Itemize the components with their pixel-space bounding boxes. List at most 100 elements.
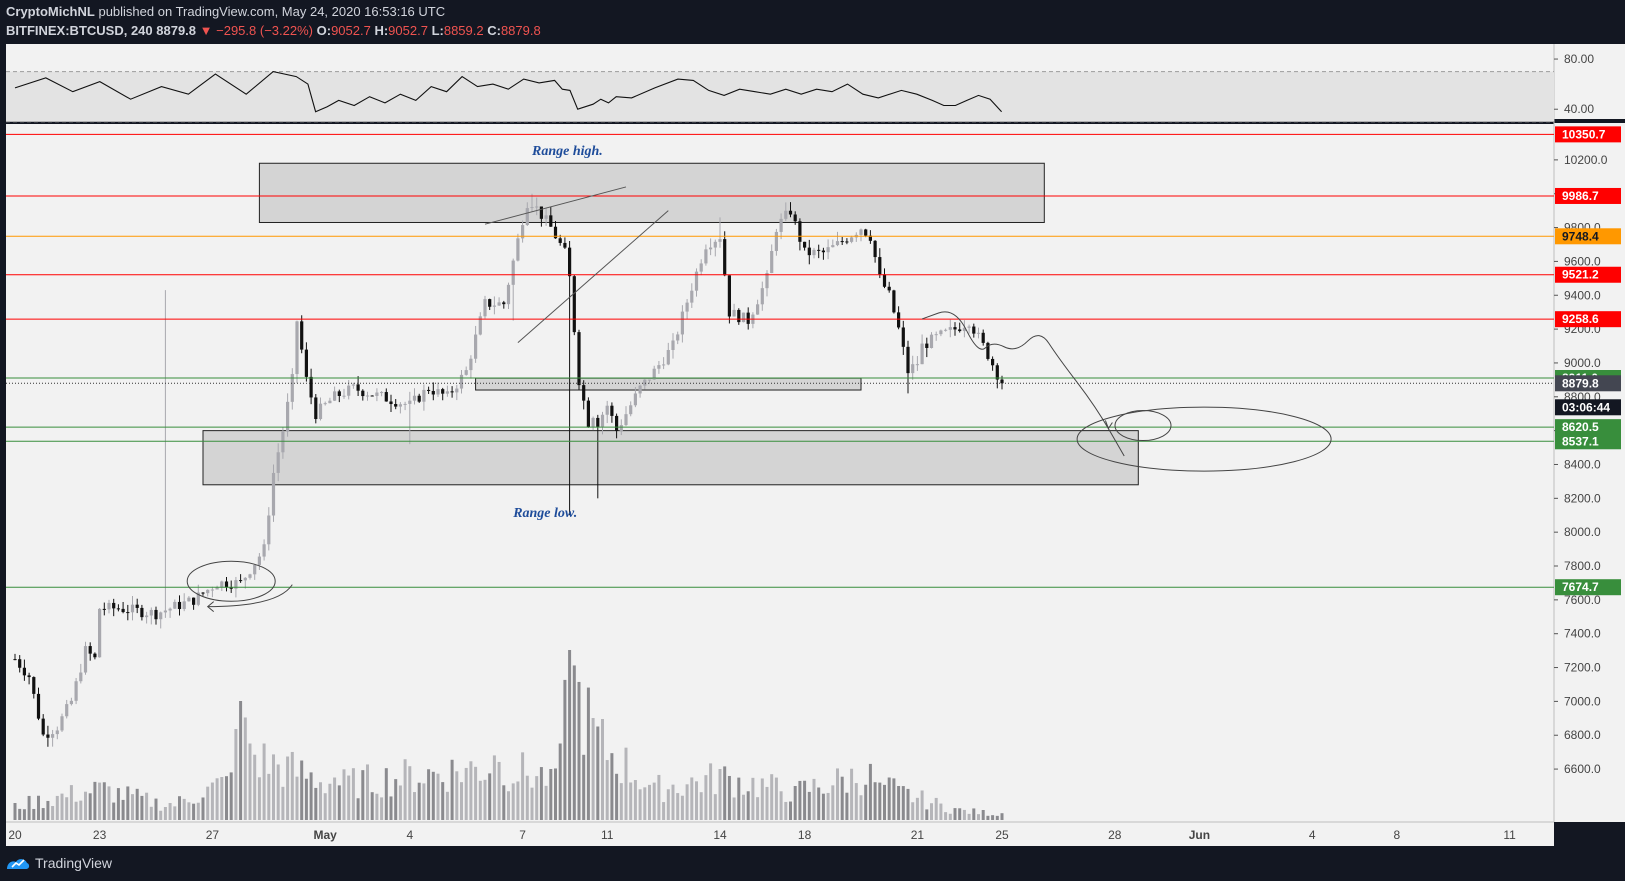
candle-down — [572, 276, 576, 333]
volume-bar — [427, 769, 431, 820]
volume-bar — [478, 780, 482, 820]
volume-bar — [897, 786, 901, 820]
volume-bar — [304, 778, 308, 820]
candle-down — [450, 391, 454, 393]
symbol-label[interactable]: BITFINEX:BTCUSD, 240 — [6, 23, 153, 38]
author-name[interactable]: CryptoMichNL — [6, 4, 95, 19]
candle-down — [177, 601, 182, 610]
volume-bar — [159, 810, 163, 820]
volume-bar — [507, 791, 510, 820]
candle-down — [229, 587, 233, 589]
volume-bar — [995, 815, 999, 820]
last-price-badge — [1555, 375, 1621, 392]
candle-up — [243, 577, 247, 581]
candle-down — [93, 653, 97, 658]
volume-bar — [455, 771, 459, 820]
volume-bar — [737, 777, 741, 820]
volume-bar — [868, 763, 872, 820]
time-tick-label: 11 — [601, 828, 614, 842]
candle-up — [934, 334, 938, 336]
volume-bar — [732, 797, 736, 820]
volume-bar — [948, 813, 952, 820]
candle-up — [492, 305, 496, 307]
volume-bar — [615, 773, 619, 820]
volume-bar — [474, 766, 478, 820]
range-high-zone — [258, 162, 1045, 223]
candle-down — [18, 659, 22, 668]
candle-down — [384, 392, 388, 402]
volume-bar — [398, 785, 402, 820]
candle-up — [699, 263, 703, 272]
time-axis-ticks: 20 23 27 May 4 7 11 14 18 21 25 28 Jun 4 8 11 — [8, 828, 1516, 842]
candle-up — [220, 581, 224, 588]
candle-down — [953, 327, 957, 330]
candle-up — [511, 260, 515, 285]
volume-bar — [756, 797, 760, 820]
volume-bar — [314, 787, 318, 820]
rsi-tick-label: 40.00 — [1564, 102, 1594, 116]
candle-up — [74, 681, 78, 701]
volume-bar — [300, 760, 304, 820]
price-tick-label: 7600.0 — [1564, 593, 1601, 607]
candle-up — [365, 395, 370, 397]
volume-bar — [793, 786, 797, 820]
candle-down — [431, 390, 435, 395]
candle-up — [333, 391, 337, 401]
volume-bar — [934, 797, 938, 820]
volume-bar — [173, 806, 177, 820]
last-price: 8879.8 — [156, 23, 197, 38]
candle-up — [850, 237, 854, 242]
volume-bar — [98, 782, 102, 820]
volume-bar — [225, 776, 228, 820]
volume-bar — [436, 773, 440, 820]
candle-up — [760, 288, 764, 305]
candle-down — [596, 417, 600, 427]
candle-up — [98, 608, 102, 658]
low-label: L: — [431, 23, 444, 38]
candle-down — [116, 608, 120, 610]
volume-bar — [27, 795, 31, 820]
volume-bar — [582, 754, 586, 820]
volume-bar — [74, 801, 78, 820]
volume-bar — [939, 803, 943, 820]
candle-up — [55, 730, 59, 735]
volume-bar — [18, 808, 22, 820]
volume-bar — [163, 806, 167, 820]
candle-down — [239, 580, 243, 582]
candle-down — [502, 302, 506, 305]
volume-bar — [601, 719, 604, 820]
volume-bar — [84, 791, 87, 820]
volume-bar — [911, 802, 915, 820]
candle-down — [300, 321, 304, 350]
time-tick-label: 18 — [798, 828, 812, 842]
candle-up — [107, 602, 111, 610]
tradingview-brand[interactable]: TradingView — [6, 855, 112, 871]
candle-down — [356, 384, 360, 391]
candle-up — [276, 452, 280, 473]
candle-down — [361, 390, 365, 397]
candle-up — [286, 401, 290, 432]
candle-up — [234, 580, 238, 589]
chart-canvas[interactable]: 40.00 80.00 6600.0 6800.0 7000.0 7200.0 7400.0… — [0, 44, 1625, 846]
volume-bar — [638, 789, 642, 820]
candle-up — [831, 245, 835, 248]
candle-up — [506, 284, 511, 305]
volume-bar — [210, 782, 214, 820]
volume-bar — [892, 778, 896, 820]
candle-down — [737, 309, 741, 323]
volume-bar — [65, 797, 69, 820]
time-axis — [6, 822, 1554, 846]
candle-up — [741, 312, 746, 323]
candle-down — [793, 214, 797, 222]
volume-bar — [107, 786, 111, 820]
level-badge — [1555, 579, 1621, 596]
candle-down — [995, 365, 999, 380]
candle-down — [727, 275, 731, 317]
candle-up — [774, 231, 778, 251]
volume-bar — [657, 774, 661, 820]
rsi-tick-label: 80.00 — [1564, 52, 1594, 66]
volume-bar — [229, 772, 233, 820]
candle-down — [13, 659, 17, 661]
level-badge — [1555, 228, 1621, 245]
candle-up — [455, 388, 459, 393]
